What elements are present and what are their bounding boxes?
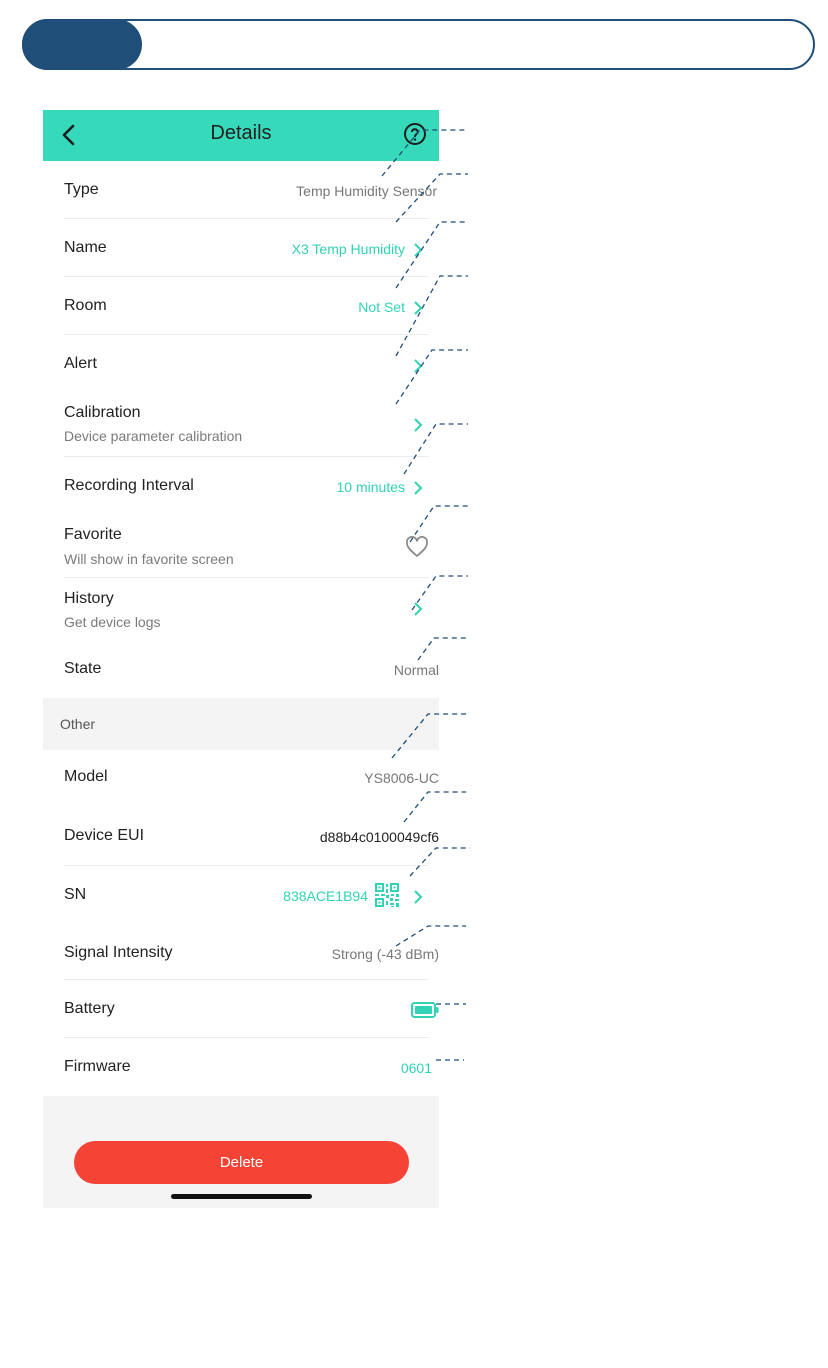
row-label: Name <box>64 239 107 256</box>
interval-value: 10 minutes <box>336 479 405 495</box>
device-eui-value: d88b4c0100049cf6 <box>319 829 439 845</box>
heart-outline-icon[interactable] <box>405 536 429 558</box>
row-label: Favorite <box>64 526 122 543</box>
row-calibration[interactable]: Calibration Device parameter calibration <box>64 391 429 457</box>
row-label: SN <box>64 886 87 903</box>
section-banner <box>22 19 815 70</box>
firmware-value: 0601 <box>400 1060 432 1076</box>
chevron-right-icon <box>414 481 423 495</box>
chevron-right-icon <box>414 243 423 257</box>
row-model: Model YS8006-UC <box>64 750 439 808</box>
row-room[interactable]: Room Not Set <box>64 277 429 335</box>
row-alert[interactable]: Alert <box>64 335 429 391</box>
section-title: Other <box>60 716 96 732</box>
row-label: Room <box>64 297 107 314</box>
qr-code-icon[interactable] <box>374 882 400 908</box>
row-label: Battery <box>64 1000 115 1017</box>
banner-tab <box>22 19 142 70</box>
row-battery: Battery <box>64 980 439 1038</box>
row-subtitle: Get device logs <box>64 614 161 630</box>
row-state: State Normal <box>64 640 439 698</box>
row-label: Signal Intensity <box>64 944 173 961</box>
row-label: Model <box>64 768 108 785</box>
room-value: Not Set <box>358 299 405 315</box>
row-label: State <box>64 660 102 677</box>
row-firmware: Firmware 0601 <box>64 1038 432 1096</box>
row-sn[interactable]: SN 838ACE1B94 <box>64 866 429 924</box>
type-value: Temp Humidity Sensor <box>296 183 437 199</box>
top-bar: Details <box>43 110 439 161</box>
help-circle-icon[interactable] <box>403 122 427 146</box>
row-type: Type Temp Humidity Sensor <box>64 161 437 219</box>
row-label: Firmware <box>64 1058 131 1075</box>
battery-full-icon <box>411 1002 439 1018</box>
row-name[interactable]: Name X3 Temp Humidity <box>64 219 429 277</box>
row-label: Calibration <box>64 404 141 421</box>
chevron-right-icon <box>414 359 423 373</box>
chevron-right-icon <box>414 890 423 904</box>
row-label: Type <box>64 181 99 198</box>
sn-value: 838ACE1B94 <box>283 888 368 904</box>
chevron-right-icon <box>414 301 423 315</box>
row-favorite: Favorite Will show in favorite screen <box>64 514 429 578</box>
row-label: Alert <box>64 355 97 372</box>
name-value: X3 Temp Humidity <box>291 241 405 257</box>
section-header-other: Other <box>43 698 439 750</box>
row-label: Recording Interval <box>64 477 194 494</box>
row-device-eui: Device EUI d88b4c0100049cf6 <box>64 808 439 866</box>
footer: Delete <box>43 1096 439 1208</box>
delete-button[interactable]: Delete <box>74 1141 409 1184</box>
row-subtitle: Device parameter calibration <box>64 428 243 444</box>
home-indicator <box>171 1194 312 1199</box>
row-label: History <box>64 590 114 607</box>
page-title: Details <box>210 122 272 144</box>
row-subtitle: Will show in favorite screen <box>64 551 234 567</box>
state-value: Normal <box>393 662 439 678</box>
row-history[interactable]: History Get device logs <box>64 578 429 640</box>
model-value: YS8006-UC <box>364 770 439 786</box>
row-signal-intensity: Signal Intensity Strong (-43 dBm) <box>64 924 439 980</box>
chevron-left-icon[interactable] <box>57 121 83 149</box>
phone-screen: Details Type Temp Humidity Sensor Name X… <box>43 110 439 1208</box>
signal-value: Strong (-43 dBm) <box>331 946 439 962</box>
chevron-right-icon <box>414 418 423 432</box>
row-recording-interval[interactable]: Recording Interval 10 minutes <box>64 457 429 514</box>
chevron-right-icon <box>414 602 423 616</box>
row-label: Device EUI <box>64 827 145 844</box>
